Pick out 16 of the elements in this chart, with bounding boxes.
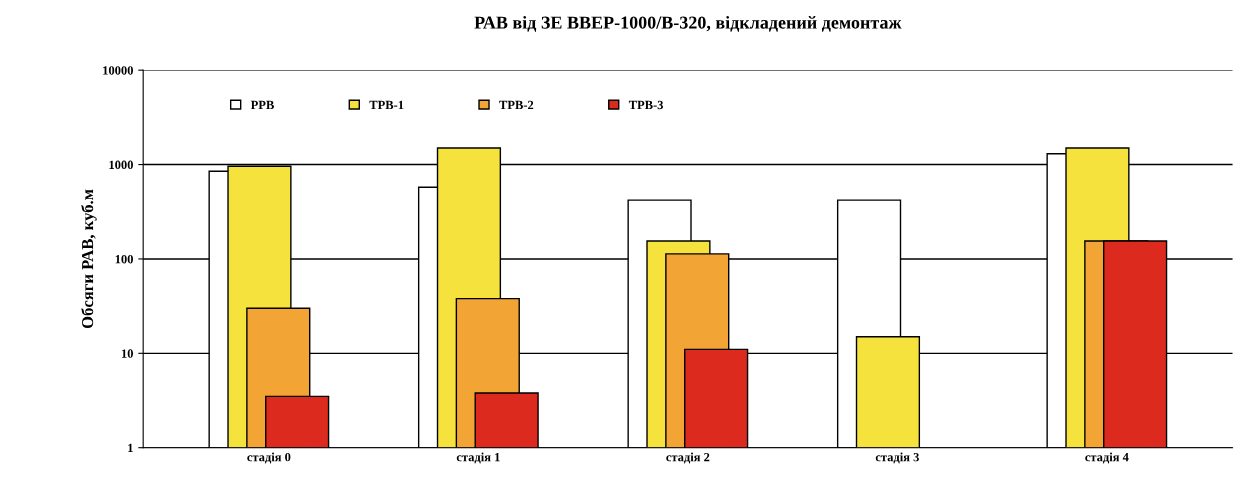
y-axis-title: Обсяги РАВ, куб.м [81, 189, 97, 329]
x-tick-label: стадія 1 [456, 452, 500, 464]
x-tick-label: стадія 0 [247, 452, 291, 464]
chart-title: РАВ від ЗЕ ВВЕР-1000/В-320, відкладений демонтаж [474, 15, 902, 32]
x-tick-label: стадія 3 [875, 452, 919, 464]
legend-label: ТРВ-2 [499, 100, 534, 110]
legend-label: ТРВ-1 [369, 100, 404, 110]
x-tick-label: стадія 2 [666, 452, 710, 464]
y-tick-label: 1 [128, 443, 133, 453]
y-tick-label: 10 [121, 349, 133, 358]
y-tick-label: 1000 [109, 160, 133, 170]
legend-label: РРВ [250, 100, 274, 110]
y-tick-label: 100 [115, 254, 133, 264]
x-tick-label: стадія 4 [1085, 452, 1129, 464]
legend-label: ТРВ-3 [628, 100, 664, 110]
y-tick-label: 10000 [103, 66, 133, 75]
